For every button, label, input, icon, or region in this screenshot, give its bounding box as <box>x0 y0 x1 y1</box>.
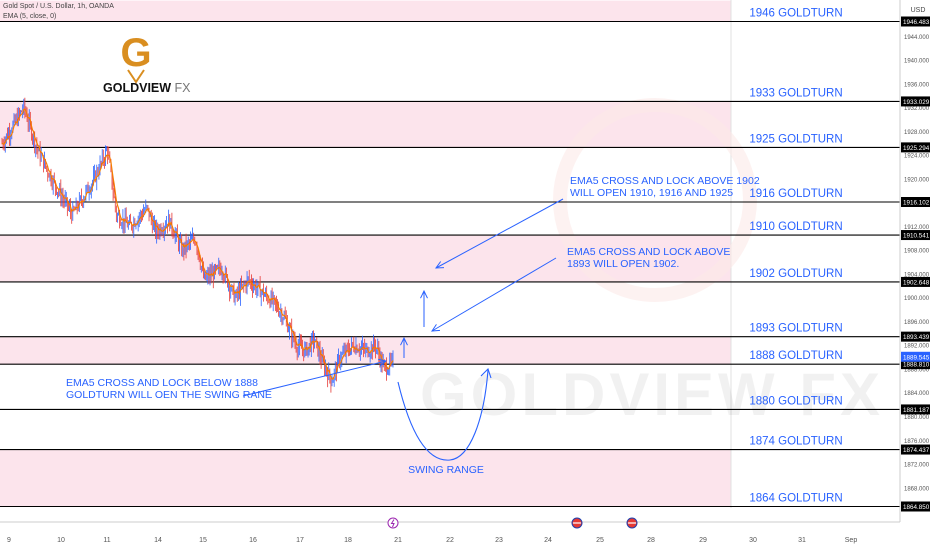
level-label: 1902 GOLDTURN <box>749 268 842 280</box>
price-tag-label: 1893.439 <box>903 334 930 341</box>
symbol-title: Gold Spot / U.S. Dollar, 1h, OANDA <box>3 3 114 10</box>
price-tag-label: 1881.187 <box>903 407 930 414</box>
annotation-line: SWING RANGE <box>408 464 484 476</box>
y-tick-label: 1912.000 <box>904 225 930 231</box>
x-tick-label: 28 <box>647 537 655 544</box>
y-tick-label: 1876.000 <box>904 439 930 445</box>
y-tick-label: 1928.000 <box>904 130 930 136</box>
x-tick-label: 22 <box>446 537 454 544</box>
x-tick-label: 15 <box>199 537 207 544</box>
y-tick-label: 1908.000 <box>904 249 930 255</box>
level-label: 1933 GOLDTURN <box>749 87 842 99</box>
level-label: 1925 GOLDTURN <box>749 133 842 145</box>
annotation-line: EMA5 CROSS AND LOCK ABOVE <box>567 246 730 258</box>
price-tag-label: 1946.483 <box>903 19 930 26</box>
logo-text: GOLDVIEW FX <box>103 81 191 95</box>
zone-band <box>0 450 731 507</box>
price-tag-label: 1916.102 <box>903 200 930 207</box>
price-tag-label: 1902.648 <box>903 279 930 286</box>
level-label: 1893 GOLDTURN <box>749 323 842 335</box>
arrowhead-icon <box>432 324 440 331</box>
x-tick-label: 25 <box>596 537 604 544</box>
level-label: 1910 GOLDTURN <box>749 221 842 233</box>
annotation-above-1902: EMA5 CROSS AND LOCK ABOVE 1902WILL OPEN … <box>570 175 760 199</box>
annotation-line: EMA5 CROSS AND LOCK ABOVE 1902 <box>570 175 760 187</box>
price-tag-label: 1874.437 <box>903 447 930 454</box>
x-tick-label: 29 <box>699 537 707 544</box>
x-tick-label: 30 <box>749 537 757 544</box>
y-tick-label: 1892.000 <box>904 344 930 350</box>
annotation-line: EMA5 CROSS AND LOCK BELOW 1888 <box>66 377 258 389</box>
x-tick-label: 24 <box>544 537 552 544</box>
level-label: 1864 GOLDTURN <box>749 493 842 505</box>
y-tick-label: 1868.000 <box>904 486 930 492</box>
level-label: 1880 GOLDTURN <box>749 395 842 407</box>
y-tick-label: 1932.000 <box>904 106 930 112</box>
y-tick-label: 1884.000 <box>904 391 930 397</box>
annotation-line: 1893 WILL OPEN 1902. <box>567 258 679 270</box>
annotation-line: WILL OPEN 1910, 1916 AND 1925 <box>570 187 733 199</box>
indicator-label: EMA (5, close, 0) <box>3 13 56 20</box>
price-tag-label: 1888.810 <box>903 362 930 369</box>
annotation-swing-range: SWING RANGE <box>408 464 484 476</box>
price-tag-label: 1910.541 <box>903 233 930 240</box>
y-tick-label: 1920.000 <box>904 177 930 183</box>
annotation-line: GOLDTURN WILL OEN THE SWING RANE <box>66 389 272 401</box>
level-label: 1888 GOLDTURN <box>749 350 842 362</box>
y-tick-label: 1944.000 <box>904 35 930 41</box>
y-tick-label: 1880.000 <box>904 415 930 421</box>
level-label: 1916 GOLDTURN <box>749 188 842 200</box>
y-tick-label: 1936.000 <box>904 82 930 88</box>
current-price-label: 1889.545 <box>903 354 930 361</box>
x-tick-label: 31 <box>798 537 806 544</box>
event-markers <box>388 518 637 528</box>
x-tick-label: 18 <box>344 537 352 544</box>
x-tick-label: 9 <box>7 537 11 544</box>
y-tick-label: 1940.000 <box>904 59 930 65</box>
level-label: 1946 GOLDTURN <box>749 8 842 20</box>
x-tick-label: 14 <box>154 537 162 544</box>
x-tick-label: 16 <box>249 537 257 544</box>
x-tick-label: 11 <box>103 537 110 544</box>
currency-label: USD <box>911 7 926 14</box>
x-tick-label: 23 <box>495 537 503 544</box>
x-tick-label: 17 <box>296 537 304 544</box>
price-tag-label: 1925.294 <box>903 145 930 152</box>
level-label: 1874 GOLDTURN <box>749 436 842 448</box>
price-tag-label: 1864.850 <box>903 504 930 511</box>
y-tick-label: 1896.000 <box>904 320 930 326</box>
y-tick-label: 1924.000 <box>904 154 930 160</box>
x-tick-label: 21 <box>394 537 402 544</box>
goldview-logo: G GOLDVIEW FX <box>103 31 191 95</box>
logo-g-icon: G <box>120 31 151 75</box>
y-tick-label: 1900.000 <box>904 296 930 302</box>
arrow-line <box>243 361 386 396</box>
price-tag-label: 1933.029 <box>903 99 930 106</box>
x-tick-label: 10 <box>57 537 65 544</box>
y-tick-label: 1872.000 <box>904 463 930 469</box>
x-tick-label: Sep <box>845 537 858 544</box>
